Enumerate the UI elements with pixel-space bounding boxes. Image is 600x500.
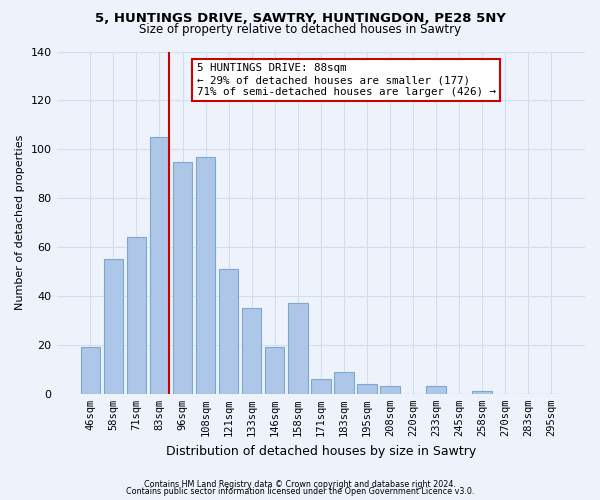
Bar (265, 348, 284, 394)
Bar (127, 238, 146, 394)
Text: Contains HM Land Registry data © Crown copyright and database right 2024.: Contains HM Land Registry data © Crown c… (144, 480, 456, 489)
Bar (104, 260, 123, 394)
Bar (219, 269, 238, 394)
Bar (311, 379, 331, 394)
Bar (80, 348, 100, 394)
Bar (242, 308, 262, 394)
Bar (149, 137, 169, 394)
Text: 5 HUNTINGS DRIVE: 88sqm
← 29% of detached houses are smaller (177)
71% of semi-d: 5 HUNTINGS DRIVE: 88sqm ← 29% of detache… (197, 64, 496, 96)
Text: 5, HUNTINGS DRIVE, SAWTRY, HUNTINGDON, PE28 5NY: 5, HUNTINGS DRIVE, SAWTRY, HUNTINGDON, P… (95, 12, 505, 26)
Bar (173, 162, 193, 394)
Y-axis label: Number of detached properties: Number of detached properties (15, 135, 25, 310)
X-axis label: Distribution of detached houses by size in Sawtry: Distribution of detached houses by size … (166, 444, 476, 458)
Bar (380, 386, 400, 394)
Bar (288, 304, 308, 394)
Bar (357, 384, 377, 394)
Bar (334, 372, 353, 394)
Text: Size of property relative to detached houses in Sawtry: Size of property relative to detached ho… (139, 22, 461, 36)
Text: Contains public sector information licensed under the Open Government Licence v3: Contains public sector information licen… (126, 488, 474, 496)
Bar (426, 386, 446, 394)
Bar (196, 156, 215, 394)
Bar (472, 392, 492, 394)
